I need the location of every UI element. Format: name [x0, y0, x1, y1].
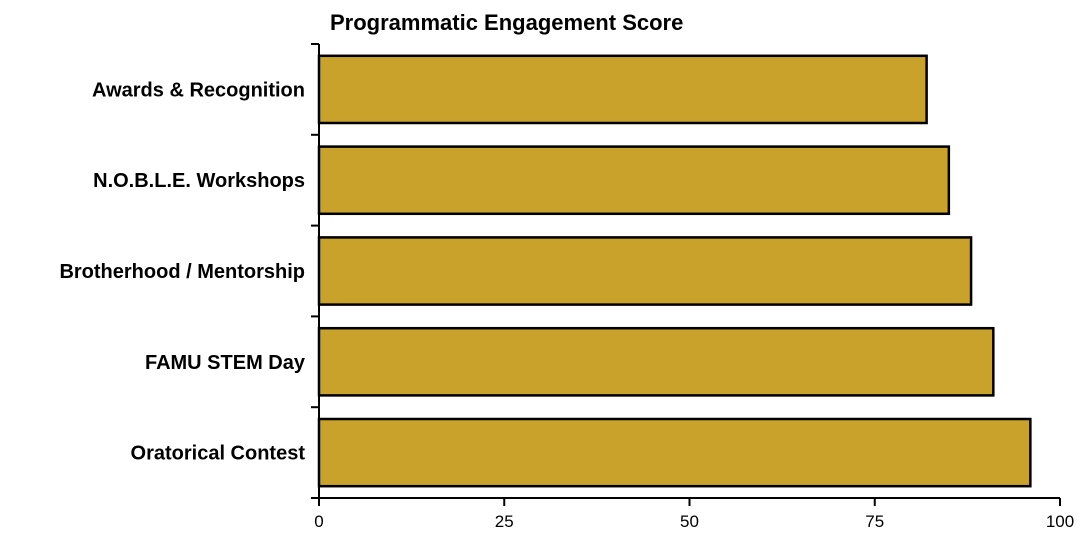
bar-brotherhood-mentorship [317, 236, 973, 306]
category-label-famu-stem-day: FAMU STEM Day [145, 352, 306, 374]
category-label-awards-recognition: Awards & Recognition [92, 79, 305, 101]
bar-oratorical-contest [317, 417, 1032, 488]
x-tick-label-100: 100 [1046, 512, 1074, 531]
bars-group [317, 54, 1032, 488]
bar-n-o-b-l-e-workshops [317, 145, 951, 216]
axes-group: Awards & Recognition N.O.B.L.E. Workshops… [59, 43, 1074, 531]
category-label-n-o-b-l-e-workshops: N.O.B.L.E. Workshops [93, 170, 305, 192]
bar-famu-stem-day [317, 326, 995, 397]
chart-title: Programmatic Engagement Score [330, 10, 683, 35]
bar-awards-recognition [317, 54, 928, 125]
x-tick-label-75: 75 [865, 512, 884, 531]
category-label-brotherhood-mentorship: Brotherhood / Mentorship [59, 261, 305, 283]
x-tick-label-25: 25 [495, 512, 514, 531]
x-tick-label-50: 50 [680, 512, 699, 531]
category-label-oratorical-contest: Oratorical Contest [131, 443, 306, 465]
x-tick-label-0: 0 [314, 512, 323, 531]
